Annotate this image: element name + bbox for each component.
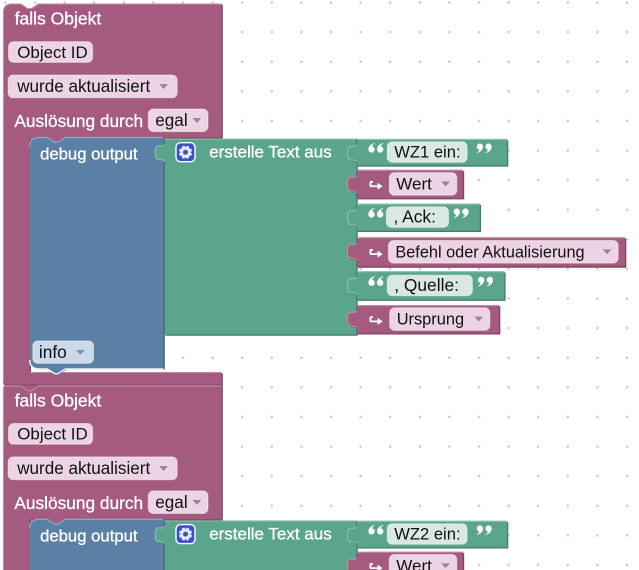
svg-text:, Quelle:: , Quelle: [394,275,459,295]
svg-text:Auslösung durch: Auslösung durch [14,493,143,513]
svg-text:Wert: Wert [396,556,432,570]
svg-text:wurde aktualisiert: wurde aktualisiert [16,459,150,478]
svg-text:erstelle Text aus: erstelle Text aus [209,525,332,544]
svg-text:, Ack:: , Ack: [393,207,436,227]
svg-text:egal: egal [155,111,187,130]
svg-text:WZ1 ein:: WZ1 ein: [394,143,460,162]
svg-text:WZ2 ein:: WZ2 ein: [394,525,460,544]
svg-text:Object ID: Object ID [17,425,87,444]
svg-text:info: info [39,342,67,362]
svg-text:Wert: Wert [396,175,432,194]
svg-text:Object ID: Object ID [17,43,87,62]
svg-text:falls Objekt: falls Objekt [15,9,102,29]
svg-text:Auslösung durch: Auslösung durch [14,111,143,131]
svg-text:debug output: debug output [40,526,138,545]
svg-text:Ursprung: Ursprung [397,311,464,329]
svg-text:debug output: debug output [40,144,138,163]
svg-text:erstelle Text aus: erstelle Text aus [209,143,332,162]
svg-text:wurde aktualisiert: wurde aktualisiert [16,77,150,96]
svg-text:egal: egal [155,493,187,512]
svg-text:Befehl oder Aktualisierung: Befehl oder Aktualisierung [395,243,584,261]
svg-text:falls Objekt: falls Objekt [15,391,102,411]
